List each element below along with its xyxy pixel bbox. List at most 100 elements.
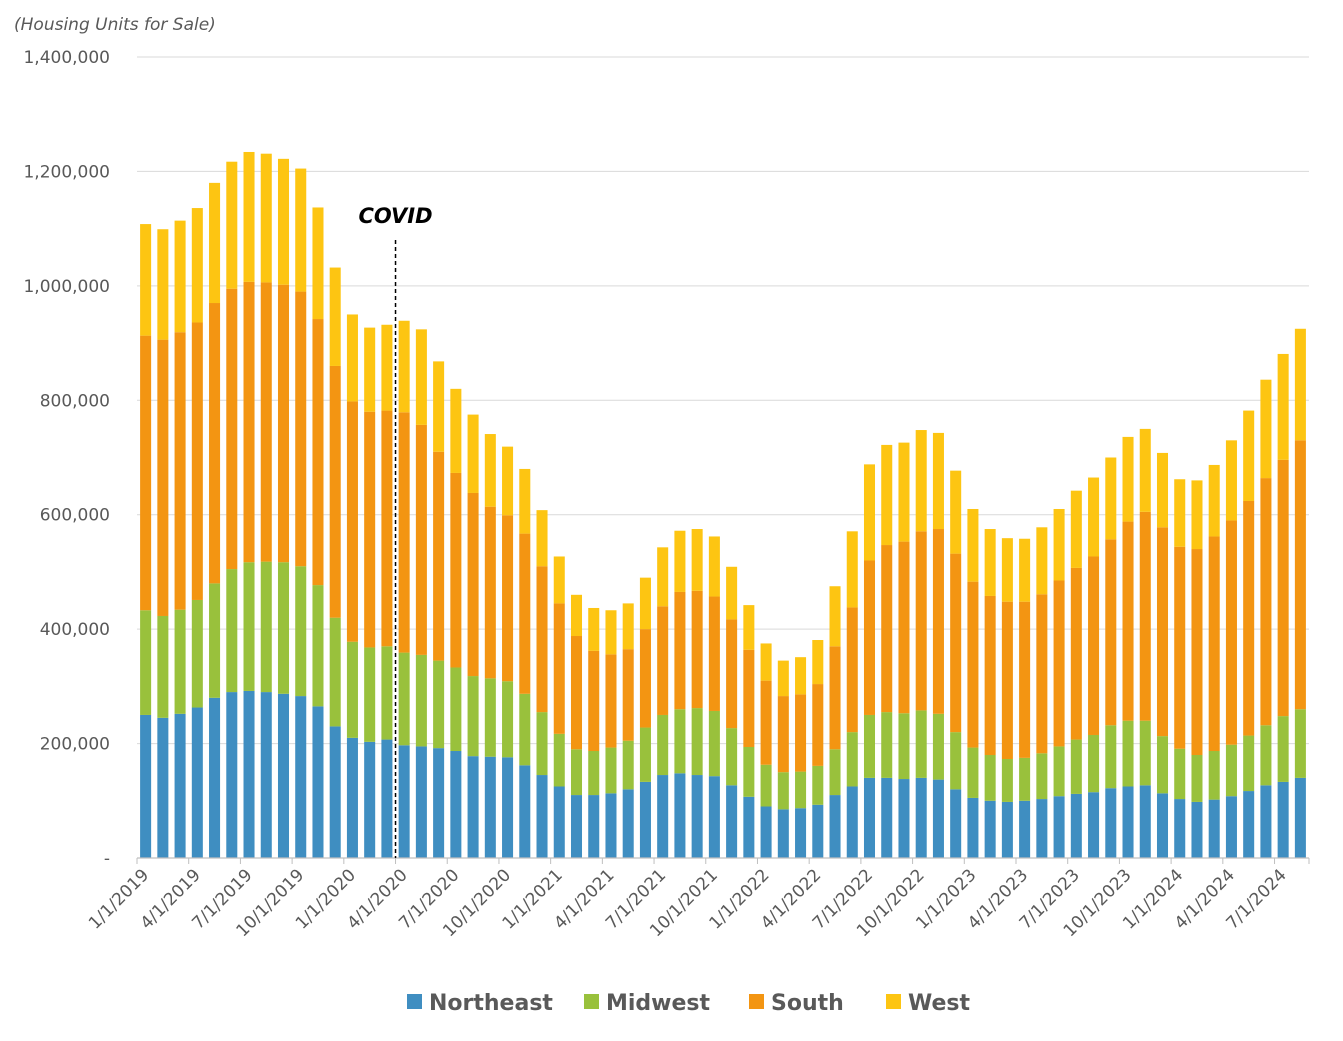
bar-segment-midwest [726,728,738,786]
bar-segment-west [191,208,203,323]
bar-segment-northeast [1019,800,1031,858]
bar-stack [174,220,186,858]
bar-segment-west [1070,490,1082,568]
y-tick-label: 800,000 [40,391,110,411]
bar-segment-west [881,444,893,546]
bar-stack [743,605,755,858]
bar-segment-midwest [1139,720,1151,786]
bar-segment-south [605,654,617,748]
bar-segment-northeast [1243,791,1255,858]
bar-stack [243,151,255,858]
bar-segment-midwest [743,747,755,797]
bar-segment-west [209,182,221,304]
bar-segment-south [743,649,755,747]
bar-stack [588,607,600,858]
bar-segment-south [1191,549,1203,756]
bar-segment-northeast [174,713,186,858]
bar-segment-midwest [1174,748,1186,800]
bar-segment-west [329,267,341,366]
bar-segment-northeast [812,804,824,858]
bar-segment-northeast [484,756,496,858]
bar-segment-northeast [157,717,169,858]
bar-stack [863,464,876,858]
legend-item-midwest: Midwest [584,991,711,1016]
y-tick-label: 1,200,000 [23,162,110,182]
bar-segment-south [277,284,290,563]
bar-segment-northeast [381,739,393,858]
bar-stack [1277,353,1289,858]
bar-segment-west [484,434,496,507]
bar-segment-south [381,410,393,647]
bar-stack [691,529,703,858]
bar-segment-northeast [312,706,324,858]
bar-segment-midwest [760,764,772,807]
bar-stack [622,603,634,858]
bar-stack [1208,464,1220,858]
bar-segment-northeast [277,693,290,858]
bar-segment-midwest [209,583,221,698]
bar-segment-south [881,545,893,713]
bar-segment-midwest [467,676,479,757]
bar-segment-south [570,636,583,750]
bar-segment-south [760,680,772,765]
bar-segment-west [588,607,600,651]
bar-segment-south [1225,520,1237,745]
bar-segment-midwest [588,751,600,796]
bar-segment-midwest [674,709,686,774]
bar-segment-south [1001,601,1013,760]
bar-stack [1070,490,1082,858]
bar-stack [519,468,531,858]
bar-segment-northeast [1174,799,1186,858]
bar-segment-south [295,291,307,567]
bar-segment-south [691,590,703,709]
bar-segment-northeast [1053,796,1065,858]
bar-segment-west [467,414,479,493]
bar-segment-south [398,412,410,653]
bar-segment-midwest [295,566,307,697]
bar-segment-northeast [967,797,979,858]
bar-segment-northeast [639,781,651,858]
bar-segment-south [467,492,479,677]
bar-segment-west [260,153,272,283]
bar-stack [932,432,944,858]
bar-segment-south [312,319,324,586]
bar-segment-south [1139,511,1151,721]
bar-segment-northeast [691,775,703,858]
bar-stack [450,388,462,858]
bar-segment-northeast [467,756,479,858]
bar-stack [829,586,841,858]
bar-segment-northeast [760,806,772,858]
bar-segment-northeast [260,692,272,858]
bar-stack [1088,477,1100,858]
bar-segment-south [829,646,841,750]
bar-segment-midwest [812,765,824,805]
bar-segment-west [157,229,169,340]
bar-segment-west [1088,477,1100,557]
bar-segment-west [1174,479,1186,547]
bar-segment-west [932,432,944,530]
bar-segment-west [226,161,238,289]
bar-stack [277,158,290,858]
bar-stack [881,444,893,858]
bar-segment-midwest [157,615,169,718]
bar-segment-south [519,533,531,694]
bar-segment-south [846,607,858,733]
bar-segment-midwest [484,678,496,757]
bar-segment-west [553,556,565,604]
bar-segment-northeast [1070,793,1082,858]
bar-stack [1225,440,1237,858]
bar-segment-west [1019,538,1031,602]
bar-segment-northeast [536,775,548,858]
bar-segment-midwest [346,641,358,738]
bar-stack [570,594,583,858]
bar-segment-west [846,531,858,608]
bar-segment-midwest [1243,735,1255,792]
bar-segment-midwest [605,747,617,794]
legend-label: South [771,991,844,1016]
bar-segment-west [364,327,376,412]
bar-segment-midwest [795,771,807,809]
bar-segment-west [1156,452,1169,528]
bar-segment-northeast [708,776,720,858]
bar-segment-south [243,281,255,563]
